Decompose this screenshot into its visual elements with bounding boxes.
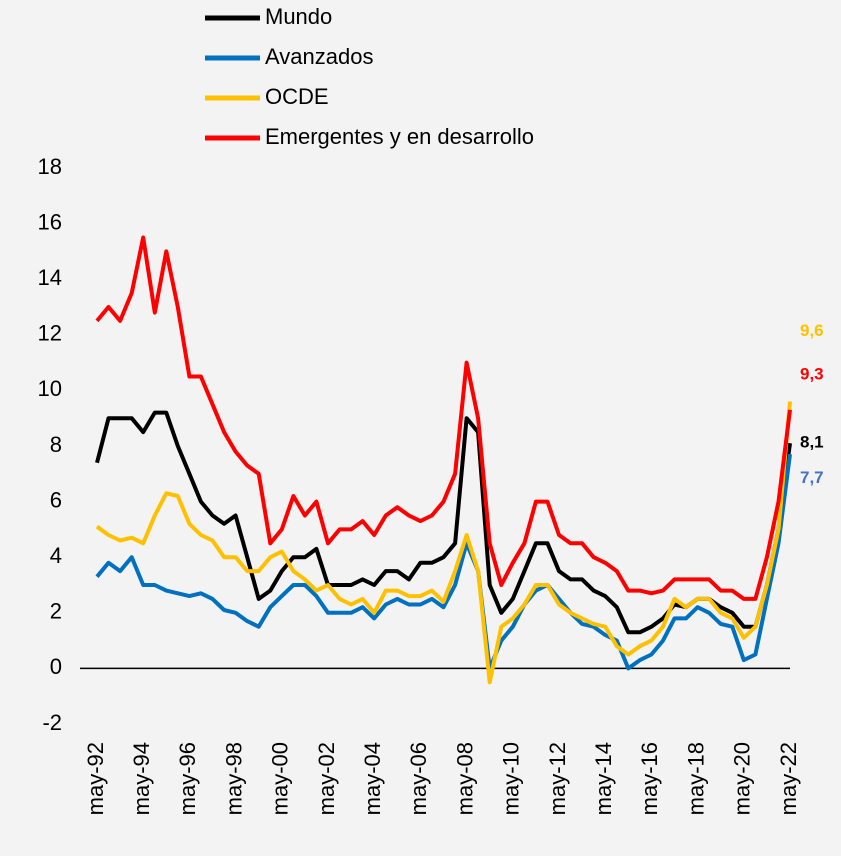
legend-label: Mundo (265, 4, 332, 29)
x-tick-label: may-04 (360, 742, 385, 815)
value-label: 9,3 (800, 364, 824, 383)
y-tick-label: 18 (38, 154, 62, 179)
y-tick-label: 2 (50, 599, 62, 624)
x-tick-label: may-00 (268, 742, 293, 815)
y-tick-label: -2 (42, 710, 62, 735)
x-tick-label: may-14 (591, 742, 616, 815)
y-tick-label: 10 (38, 376, 62, 401)
legend-label: OCDE (265, 84, 329, 109)
x-tick-label: may-10 (499, 742, 524, 815)
y-tick-label: 8 (50, 432, 62, 457)
y-tick-label: 0 (50, 654, 62, 679)
x-tick-label: may-94 (129, 742, 154, 815)
x-tick-label: may-06 (406, 742, 431, 815)
legend-label: Emergentes y en desarrollo (265, 124, 534, 149)
chart: -2 0 2 4 6 8 10 12 14 16 18 may-92 may-94 may-96 may-9… (0, 0, 841, 856)
y-tick-label: 4 (50, 543, 62, 568)
x-tick-label: may-98 (221, 742, 246, 815)
x-tick-label: may-20 (730, 742, 755, 815)
x-tick-label: may-18 (683, 742, 708, 815)
legend-label: Avanzados (265, 44, 373, 69)
value-label: 8,1 (800, 433, 824, 452)
x-tick-label: may-08 (452, 742, 477, 815)
series-line (97, 238, 790, 599)
y-tick-label: 6 (50, 487, 62, 512)
y-tick-label: 12 (38, 321, 62, 346)
series-line (97, 454, 790, 668)
x-tick-label: may-16 (637, 742, 662, 815)
x-tick-label: may-12 (545, 742, 570, 815)
value-label: 7,7 (800, 468, 824, 487)
x-tick-label: may-02 (314, 742, 339, 815)
x-tick-label: may-96 (175, 742, 200, 815)
y-tick-label: 16 (38, 209, 62, 234)
x-tick-label: may-92 (83, 742, 108, 815)
value-label: 9,6 (800, 321, 824, 340)
y-tick-label: 14 (38, 265, 62, 290)
x-tick-label: may-22 (776, 742, 801, 815)
series-line (97, 402, 790, 683)
